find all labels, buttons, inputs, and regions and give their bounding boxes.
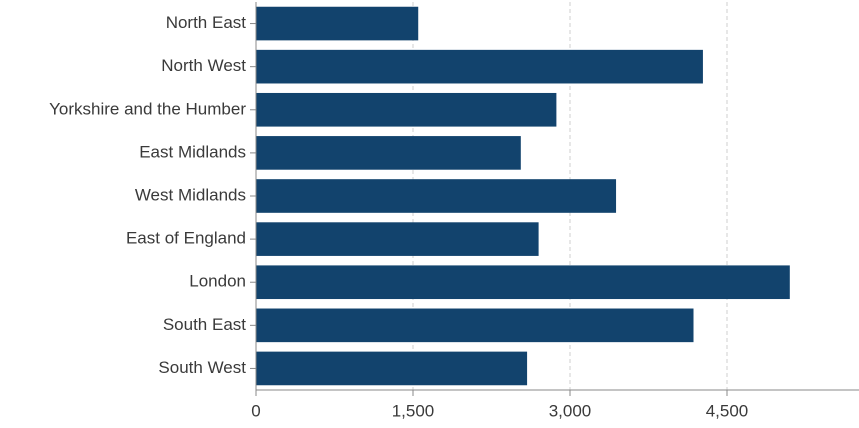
y-tick-label: North West <box>161 56 246 75</box>
x-tick-label: 4,500 <box>706 401 749 420</box>
bar <box>256 92 557 127</box>
bar <box>256 6 419 41</box>
bar <box>256 179 617 213</box>
y-tick-label: West Midlands <box>135 185 246 204</box>
bar <box>256 308 694 343</box>
y-tick-label: Yorkshire and the Humber <box>49 99 246 118</box>
x-tick-label: 1,500 <box>392 401 435 420</box>
bar <box>256 136 521 170</box>
y-tick-label: East of England <box>126 229 246 248</box>
y-tick-label: North East <box>166 13 247 32</box>
y-tick-label: London <box>189 272 246 291</box>
x-tick-label: 0 <box>251 401 260 420</box>
x-tick-label: 3,000 <box>549 401 592 420</box>
bar <box>256 265 790 300</box>
y-tick-label: South West <box>158 358 246 377</box>
y-tick-label: South East <box>163 315 246 334</box>
bar <box>256 49 703 84</box>
bar <box>256 222 539 256</box>
y-tick-label: East Midlands <box>139 142 246 161</box>
bar <box>256 351 528 386</box>
